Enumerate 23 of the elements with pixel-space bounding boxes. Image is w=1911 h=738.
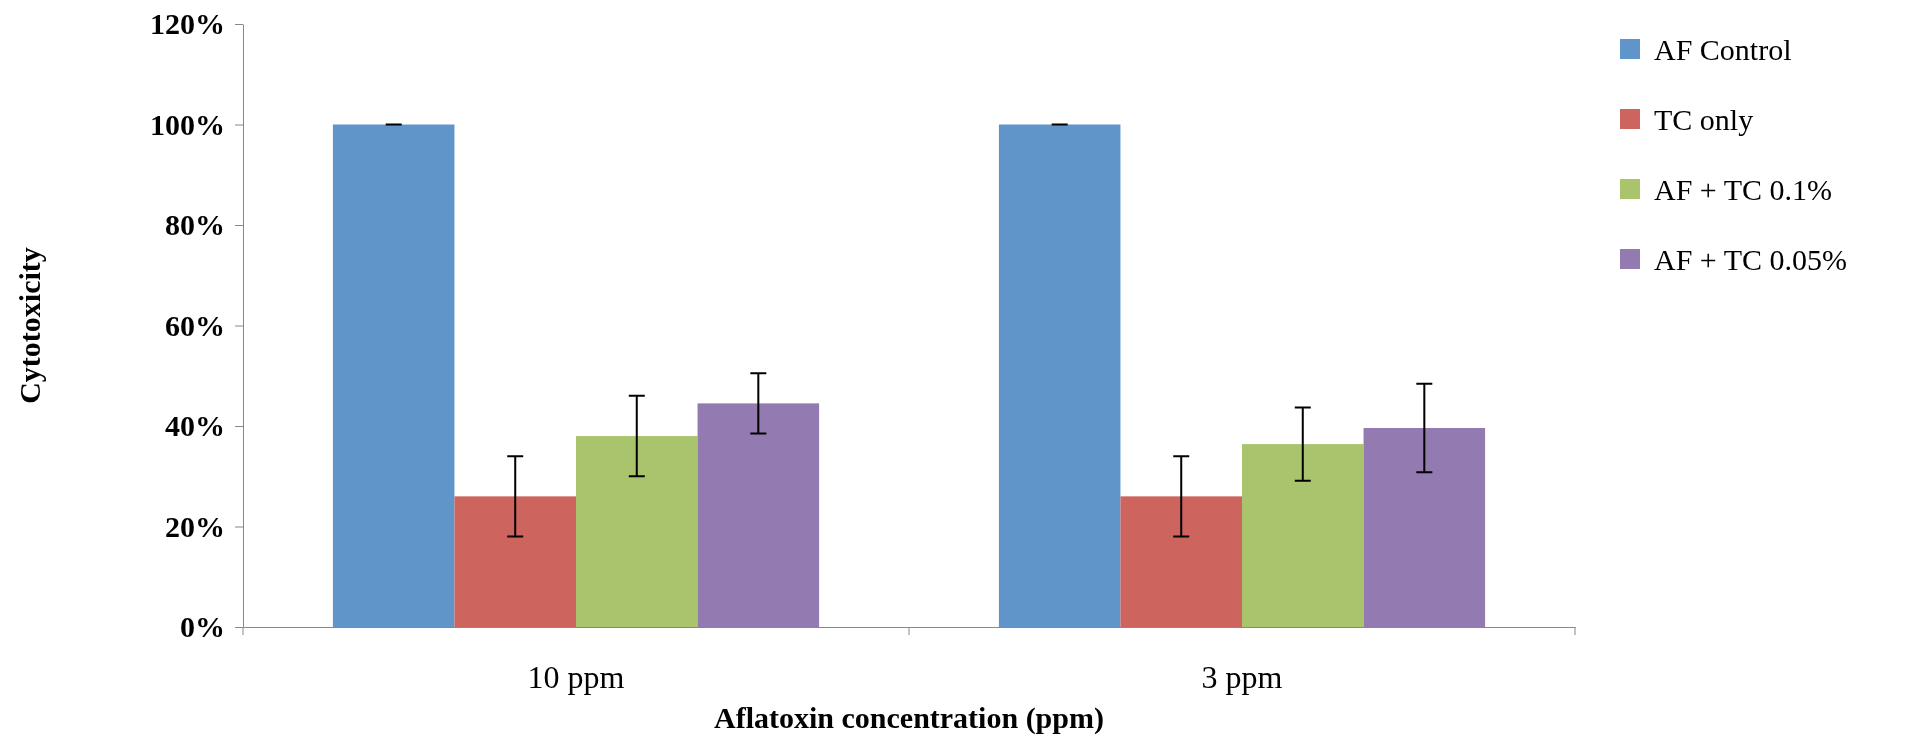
legend-label: AF + TC 0.1%: [1654, 172, 1833, 206]
y-tick-label: 80%: [165, 208, 225, 242]
bar: [576, 436, 698, 627]
y-tick-label: 40%: [165, 409, 225, 443]
bar: [998, 124, 1121, 627]
bar: [1120, 496, 1242, 627]
bar: [1363, 428, 1486, 627]
y-axis-title: Cytotoxicity: [13, 247, 46, 404]
legend-label: TC only: [1654, 102, 1754, 136]
bar: [454, 496, 576, 627]
x-tick-label: 3 ppm: [1201, 658, 1283, 695]
x-tick-label: 10 ppm: [527, 658, 625, 695]
bar: [332, 124, 455, 627]
y-tick-label: 60%: [165, 308, 225, 342]
y-tick-label: 120%: [150, 7, 225, 41]
x-axis-title: Aflatoxin concentration (ppm): [714, 701, 1104, 735]
legend-label: AF Control: [1654, 32, 1792, 66]
y-tick-label: 0%: [180, 610, 225, 644]
bar: [697, 403, 820, 627]
legend-label: AF + TC 0.05%: [1654, 242, 1848, 276]
y-tick-label: 100%: [150, 107, 225, 141]
y-tick-label: 20%: [165, 509, 225, 543]
bar: [1242, 444, 1364, 627]
